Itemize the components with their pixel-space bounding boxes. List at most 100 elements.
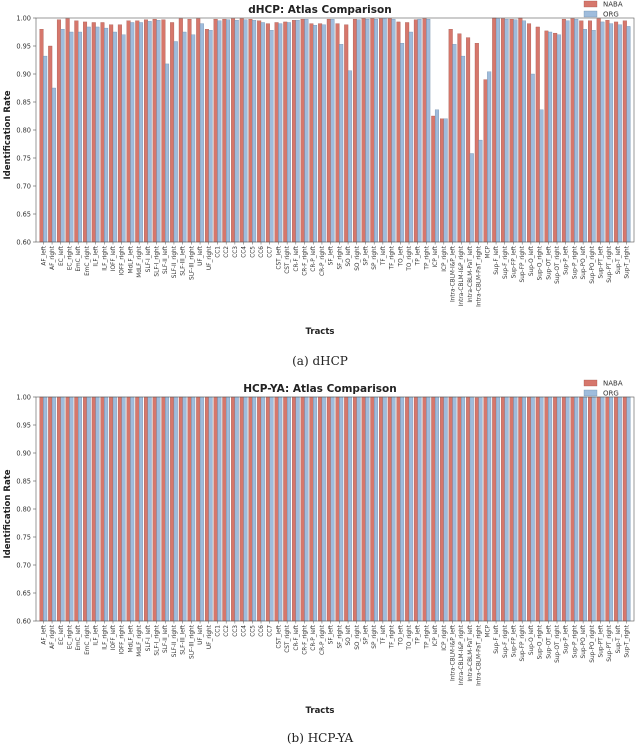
bar-naba (387, 396, 392, 622)
bar-naba (161, 396, 166, 622)
x-tick-label: CC7 (268, 625, 274, 637)
x-tick-label: SLF-III_left (181, 624, 187, 654)
y-axis-label: Identification Rate (3, 469, 13, 558)
legend-swatch-naba (583, 0, 598, 8)
bar-naba (579, 396, 584, 622)
x-tick-label: MdLF_right (137, 245, 143, 277)
x-tick-label: CC5 (250, 625, 256, 637)
bar-org (226, 19, 230, 243)
y-tick-label: 0.60 (16, 617, 31, 625)
bar-org (173, 41, 178, 243)
x-tick-label: SLF-II_right (172, 624, 178, 657)
bar-org (269, 30, 274, 243)
bar-org (321, 396, 326, 622)
bar-org (408, 396, 413, 622)
bar-org (78, 396, 82, 622)
bar-naba (457, 396, 462, 622)
bar-naba (152, 396, 157, 622)
bar-naba (352, 396, 357, 622)
x-tick-label: Sup-FP_right (520, 245, 526, 282)
x-tick-label: EmC_left (76, 245, 82, 271)
x-tick-label: Sup-O_right (538, 624, 544, 659)
bar-naba (117, 396, 122, 622)
x-tick-label: EC_right (67, 245, 73, 270)
bar-org (339, 44, 344, 243)
bar-naba (74, 20, 79, 243)
bar-naba (170, 396, 175, 622)
bar-org (365, 396, 370, 622)
x-tick-label: SLF-III_left (181, 245, 187, 275)
x-tick-label: ILF_right (102, 624, 108, 650)
bar-naba (248, 18, 253, 243)
bar-org (591, 396, 596, 622)
bar-naba (292, 396, 296, 622)
x-tick-label: AF_right (50, 624, 56, 649)
legend: NABA ORG (583, 380, 623, 398)
bar-org (417, 396, 422, 622)
x-tick-label: SLF-II_right (172, 245, 178, 278)
bar-org (191, 396, 196, 622)
x-tick-label: ILF_right (102, 245, 108, 271)
bar-org (382, 396, 387, 622)
bar-naba (109, 396, 114, 622)
bar-org (234, 20, 239, 243)
y-tick-label: 1.00 (16, 14, 31, 22)
x-tick-label: IOFF_right (120, 624, 126, 654)
bar-org (574, 18, 579, 243)
bar-org (609, 23, 614, 243)
x-tick-label: AF_left (41, 245, 47, 265)
bar-naba (596, 396, 601, 622)
bar-org (469, 153, 474, 243)
bar-org (104, 27, 109, 243)
x-tick-label: Sup-OT_left (546, 624, 552, 658)
bar-org (112, 396, 117, 622)
x-tick-label: SP_right (372, 624, 378, 648)
bar-org (339, 396, 344, 622)
x-tick-label: Sup-FP_left (511, 245, 517, 278)
chart-title: HCP-YA: Atlas Comparison (243, 383, 397, 395)
bar-naba (448, 29, 453, 243)
x-tick-label: SLF-III_right (189, 624, 195, 659)
bar-naba (431, 115, 436, 243)
bar-org (243, 396, 248, 622)
bar-naba (596, 18, 601, 243)
bar-naba (239, 396, 244, 622)
bar-org (452, 396, 457, 622)
bar-naba (561, 18, 566, 243)
bar-naba (387, 18, 392, 243)
bar-org (365, 18, 370, 243)
bar-org (347, 396, 352, 622)
y-tick-label: 0.65 (16, 589, 31, 597)
bar-org (522, 396, 526, 622)
bar-naba (178, 18, 183, 243)
x-tick-label: CC1 (215, 625, 221, 637)
bar-org (539, 396, 544, 622)
x-tick-label: MCP (485, 624, 491, 637)
legend-swatch-org (583, 389, 598, 397)
plot-frame (35, 396, 635, 622)
bar-org (295, 20, 300, 243)
bar-org (51, 87, 56, 243)
bar-naba (144, 396, 148, 622)
x-tick-label: CR-F_left (294, 624, 300, 650)
x-tick-label: EC_left (59, 624, 65, 645)
bar-org (138, 396, 143, 622)
bar-org (130, 22, 135, 243)
bar-naba (231, 396, 236, 622)
bar-naba (83, 21, 88, 243)
bar-org (548, 31, 553, 243)
bar-naba (483, 79, 488, 243)
bar-naba (100, 22, 105, 243)
bar-org (51, 396, 56, 622)
bar-naba (326, 396, 331, 622)
bar-naba (335, 396, 340, 622)
x-tick-label: EC_right (67, 624, 73, 649)
y-tick-label: 0.75 (16, 154, 31, 162)
bar-org (356, 396, 361, 622)
caption: (a) dHCP (292, 354, 348, 368)
bar-naba (448, 396, 453, 622)
chart-panel-dhcp: dHCP: Atlas Comparison Tracts Identifica… (3, 0, 635, 368)
x-tick-label: Sup-PO_left (581, 245, 587, 279)
x-tick-label: Sup-F_right (503, 245, 509, 279)
bar-naba (283, 396, 288, 622)
